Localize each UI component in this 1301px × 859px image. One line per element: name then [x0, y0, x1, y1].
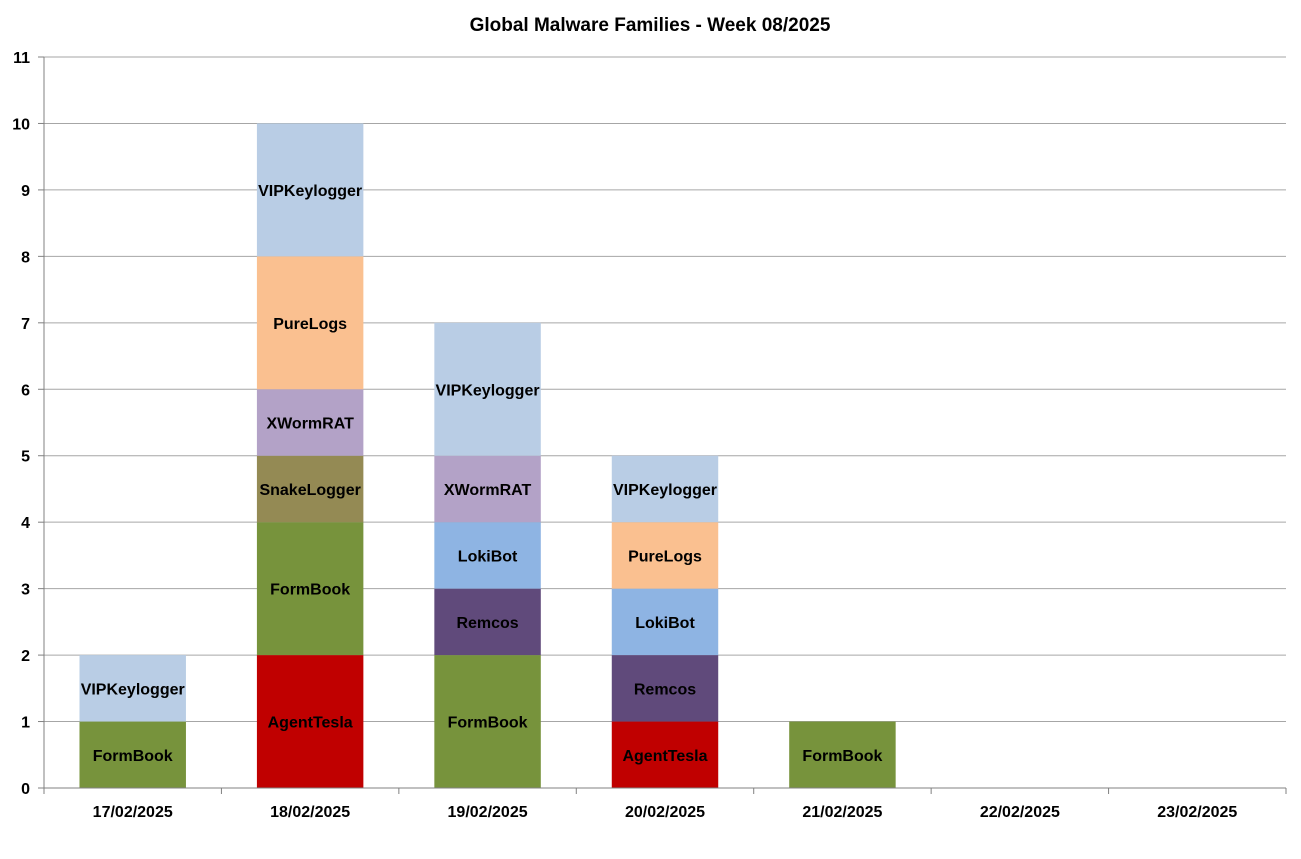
bar-segment-rect [789, 721, 896, 788]
bar-segment-label: VIPKeylogger [258, 183, 362, 200]
bar-segment-label: FormBook [270, 582, 350, 599]
bar-segment-label: LokiBot [458, 548, 518, 565]
bar-segment-label: VIPKeylogger [81, 681, 185, 698]
bar-segment-vipkeylogger: VIPKeylogger [256, 123, 364, 257]
bar-segment-rect [611, 588, 719, 656]
y-tick-label: 7 [21, 316, 30, 333]
bar-segment-rect [434, 655, 541, 788]
x-tick-label: 20/02/2025 [625, 804, 705, 821]
x-tick-label: 17/02/2025 [93, 804, 173, 821]
bar-segment-label: VIPKeylogger [436, 382, 540, 399]
bar-segment-lokibot: LokiBot [611, 588, 719, 656]
bar-segment-agenttesla: AgentTesla [256, 655, 364, 788]
bar-segment-rect [79, 721, 186, 788]
bar-segment-xwormrat: XWormRAT [256, 389, 364, 456]
y-tick-label: 9 [21, 183, 30, 200]
bar-segment-rect [256, 256, 364, 390]
bar-segment-rect [611, 455, 719, 523]
bar-segment-rect [256, 389, 364, 456]
bar-segment-label: XWormRAT [266, 416, 354, 433]
y-tick-labels: 0 1 2 3 4 5 6 7 8 9 10 11 [12, 50, 44, 798]
y-tick-label: 2 [21, 648, 30, 665]
bar-segment-label: PureLogs [273, 316, 347, 333]
x-tick-label: 18/02/2025 [270, 804, 350, 821]
bar-segment-label: Remcos [634, 681, 696, 698]
y-tick-label: 1 [21, 715, 30, 732]
bar-segment-rect [434, 522, 541, 589]
bar-segment-rect [611, 655, 719, 722]
bar-segment-vipkeylogger: VIPKeylogger [79, 655, 186, 722]
y-tick-label: 5 [21, 449, 30, 466]
bar-segment-rect [434, 322, 541, 456]
y-tick-label: 3 [21, 582, 30, 599]
bar-segment-rect [611, 522, 719, 589]
bar-segment-formbook: FormBook [789, 721, 896, 788]
bar-segment-label: Remcos [456, 615, 518, 632]
bar-segment-label: FormBook [802, 748, 882, 765]
y-tick-label: 0 [21, 781, 30, 798]
bar-segment-formbook: FormBook [79, 721, 186, 788]
bar-segment-lokibot: LokiBot [434, 522, 541, 589]
bar-segment-label: XWormRAT [444, 482, 532, 499]
bar-segment-remcos: Remcos [434, 588, 541, 656]
bar-segment-rect [256, 655, 364, 788]
bar-segment-label: AgentTesla [622, 748, 707, 765]
x-tick-label: 22/02/2025 [980, 804, 1060, 821]
chart-title: Global Malware Families - Week 08/2025 [470, 15, 831, 36]
bar-segment-rect [256, 522, 364, 656]
y-tick-label: 6 [21, 382, 30, 399]
bar-segment-label: VIPKeylogger [613, 482, 717, 499]
bar-segment-vipkeylogger: VIPKeylogger [434, 322, 541, 456]
x-tick-label: 19/02/2025 [448, 804, 528, 821]
y-tick-label: 4 [21, 515, 30, 532]
bar-segment-purelogs: PureLogs [611, 522, 719, 589]
bar-segment-rect [256, 455, 364, 523]
bar-segment-agenttesla: AgentTesla [611, 721, 719, 788]
bar-segment-rect [434, 588, 541, 656]
bars: FormBook VIPKeylogger AgentTesla FormBook Sn… [79, 123, 896, 788]
x-tick-label: 23/02/2025 [1157, 804, 1237, 821]
bar-segment-label: FormBook [448, 715, 528, 732]
bar-segment-purelogs: PureLogs [256, 256, 364, 390]
bar-segment-label: FormBook [93, 748, 173, 765]
bar-segment-label: LokiBot [635, 615, 695, 632]
bar-segment-formbook: FormBook [434, 655, 541, 788]
bar-segment-vipkeylogger: VIPKeylogger [611, 455, 719, 523]
bar-segment-label: AgentTesla [268, 715, 353, 732]
y-tick-label: 11 [13, 50, 30, 67]
y-tick-label: 10 [12, 116, 30, 133]
bar-segment-label: PureLogs [628, 548, 702, 565]
y-tick-label: 8 [21, 249, 30, 266]
bar-segment-snakelogger: SnakeLogger [256, 455, 364, 523]
axes [43, 57, 1287, 794]
bar-segment-remcos: Remcos [611, 655, 719, 722]
bar-segment-rect [256, 123, 364, 257]
x-tick-labels: 17/02/2025 18/02/2025 19/02/2025 20/02/2025… [93, 804, 1238, 821]
bar-segment-rect [79, 655, 186, 722]
bar-segment-xwormrat: XWormRAT [434, 455, 541, 523]
bar-segment-formbook: FormBook [256, 522, 364, 656]
x-tick-label: 21/02/2025 [802, 804, 882, 821]
bar-segment-label: SnakeLogger [259, 482, 360, 499]
bar-segment-rect [434, 455, 541, 523]
bar-segment-rect [611, 721, 719, 788]
